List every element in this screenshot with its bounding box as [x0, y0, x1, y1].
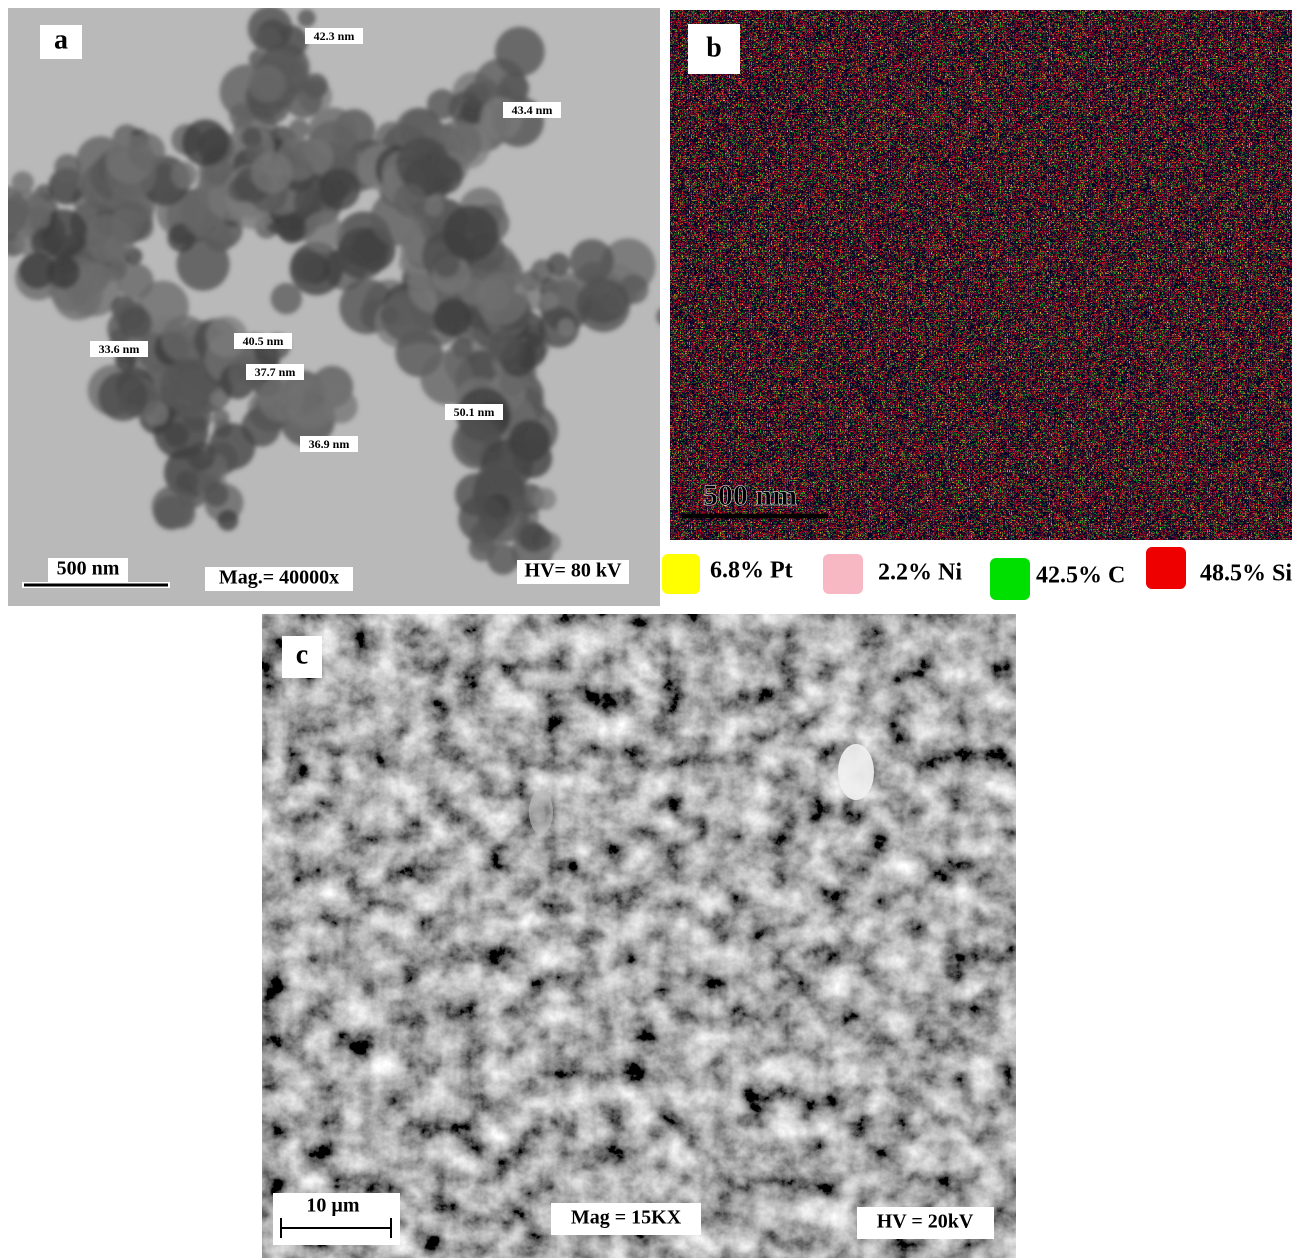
particle: [319, 168, 361, 210]
particle: [427, 89, 457, 119]
voltage: HV = 20kV: [877, 1211, 974, 1233]
particle: [210, 390, 227, 407]
bright-particle: [838, 744, 874, 800]
panel-c: c 10 µm Mag = 15KX HV = 20kV: [262, 614, 1016, 1258]
size-annotation: 36.9 nm: [309, 437, 350, 451]
particle: [488, 330, 519, 361]
panel-label: b: [706, 32, 722, 63]
particle: [433, 299, 471, 337]
legend-entry: 2.2% Ni: [878, 560, 962, 586]
particle: [248, 6, 293, 51]
particle: [532, 528, 552, 548]
particle: [258, 375, 305, 422]
voltage: HV= 80 kV: [525, 560, 623, 582]
particle: [302, 211, 343, 252]
particle: [570, 239, 614, 283]
scale-bar-label: 500 nm: [57, 558, 120, 580]
legend-entry: 48.5% Si: [1200, 561, 1292, 587]
magnification: Mag = 15KX: [571, 1207, 682, 1229]
particle: [171, 162, 197, 188]
size-annotation: 37.7 nm: [255, 365, 296, 379]
particle: [277, 215, 306, 244]
particle: [212, 409, 230, 427]
particle: [433, 175, 452, 194]
particle: [248, 65, 286, 103]
panel-a: a 42.3 nm 43.4 nm 33.6 nm 40.5 nm 37.7 n…: [0, 6, 677, 606]
legend: 6.8% Pt 2.2% Ni 42.5% C 48.5% Si: [662, 547, 1292, 600]
particle: [187, 442, 215, 470]
particle: [495, 27, 545, 77]
particle: [541, 292, 559, 310]
particle: [469, 534, 496, 561]
size-annotation: 33.6 nm: [99, 342, 140, 356]
panel-label: c: [296, 639, 308, 670]
legend-entry: 42.5% C: [1036, 563, 1125, 589]
legend-swatch: [1146, 547, 1186, 589]
particle: [557, 318, 574, 335]
particle: [271, 283, 302, 314]
particle: [251, 152, 293, 194]
particle: [285, 81, 322, 118]
figure: a 42.3 nm 43.4 nm 33.6 nm 40.5 nm 37.7 n…: [0, 0, 1311, 1258]
size-annotation: 43.4 nm: [512, 103, 553, 117]
scale-bar-label: 10 µm: [306, 1195, 360, 1217]
sem-image: [262, 614, 1016, 1258]
legend-swatch: [662, 554, 700, 594]
particle: [298, 9, 316, 27]
bright-particle: [529, 790, 553, 834]
particle: [217, 510, 238, 531]
particle: [128, 133, 165, 170]
particle: [119, 306, 152, 339]
particle: [47, 256, 80, 289]
scale-bar-label: 500 nm: [703, 479, 797, 512]
size-annotation: 50.1 nm: [454, 405, 495, 419]
particle: [182, 119, 229, 166]
particle: [534, 488, 556, 510]
particle: [324, 389, 358, 423]
edx-map: [670, 10, 1292, 540]
legend-swatch: [823, 554, 863, 594]
legend-swatch: [990, 558, 1030, 600]
particle: [393, 184, 426, 217]
particle: [31, 227, 62, 258]
particle: [443, 205, 499, 261]
particle: [110, 260, 126, 276]
particle: [576, 278, 630, 332]
particle: [547, 253, 570, 276]
particle: [176, 470, 199, 493]
particle: [513, 495, 530, 512]
size-annotation: 42.3 nm: [314, 29, 355, 43]
particle: [98, 372, 147, 421]
legend-entry: 6.8% Pt: [710, 558, 793, 584]
particle: [329, 254, 348, 273]
size-annotation: 40.5 nm: [243, 334, 284, 348]
particle: [289, 119, 309, 139]
magnification: Mag.= 40000x: [219, 567, 339, 589]
particle: [475, 272, 528, 325]
particle: [204, 482, 228, 506]
particle: [54, 154, 81, 181]
page: a 42.3 nm 43.4 nm 33.6 nm 40.5 nm 37.7 n…: [0, 0, 1311, 1258]
particle: [452, 337, 473, 358]
panel-b: b 500 nm 6.8% Pt 2.2% Ni 42.5% C 48.5% S…: [662, 10, 1292, 600]
panel-label: a: [54, 24, 68, 55]
